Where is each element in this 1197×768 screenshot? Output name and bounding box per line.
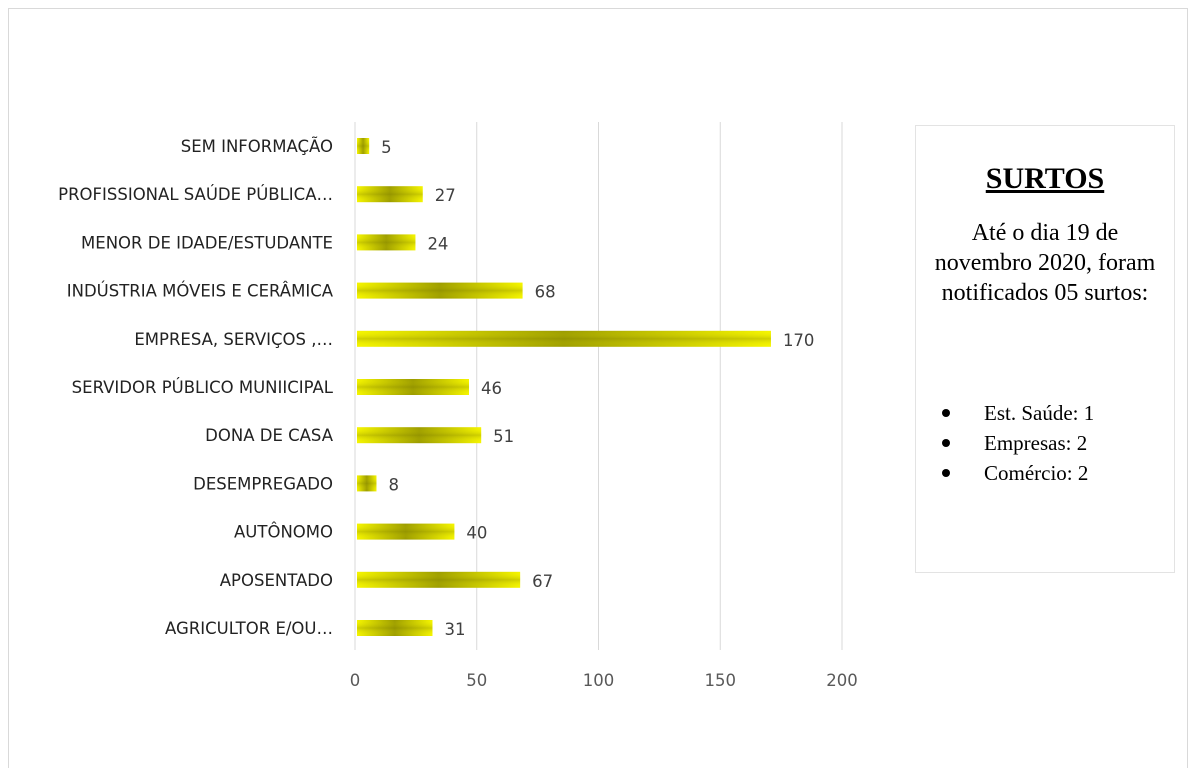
x-tick-label: 50 bbox=[466, 671, 487, 690]
surtos-item: Comércio: 2 bbox=[938, 458, 1094, 488]
category-label: INDÚSTRIA MÓVEIS E CERÂMICA bbox=[67, 282, 334, 301]
bar-shade bbox=[357, 620, 433, 636]
category-label: SERVIDOR PÚBLICO MUNIICIPAL bbox=[72, 378, 334, 397]
category-label: APOSENTADO bbox=[220, 571, 333, 590]
x-tick-label: 200 bbox=[826, 671, 858, 690]
data-label: 40 bbox=[466, 524, 487, 543]
data-label: 170 bbox=[783, 331, 815, 350]
x-tick-label: 150 bbox=[705, 671, 737, 690]
bullet-icon bbox=[942, 469, 950, 477]
surtos-panel: SURTOS Até o dia 19 de novembro 2020, fo… bbox=[915, 125, 1175, 573]
surtos-item: Empresas: 2 bbox=[938, 428, 1094, 458]
bar-shade bbox=[357, 571, 521, 588]
bar-shade bbox=[357, 282, 523, 299]
category-label: EMPRESA, SERVIÇOS ,… bbox=[134, 330, 333, 349]
category-label: DONA DE CASA bbox=[205, 426, 334, 445]
category-label: MENOR DE IDADE/ESTUDANTE bbox=[81, 233, 333, 252]
data-label: 51 bbox=[493, 427, 514, 446]
data-label: 68 bbox=[535, 283, 556, 302]
surtos-title: SURTOS bbox=[985, 162, 1105, 195]
data-label: 31 bbox=[444, 620, 465, 639]
category-label: SEM INFORMAÇÃO bbox=[181, 137, 333, 156]
surtos-list: Est. Saúde: 1 Empresas: 2 Comércio: 2 bbox=[938, 398, 1094, 488]
category-label: AGRICULTOR E/OU… bbox=[165, 619, 333, 638]
bar-shade bbox=[357, 475, 377, 492]
category-label: DESEMPREGADO bbox=[193, 474, 333, 493]
bar-shade bbox=[357, 186, 423, 203]
data-label: 27 bbox=[435, 186, 456, 205]
bar-shade bbox=[357, 234, 416, 251]
chart-frame bbox=[8, 8, 1188, 768]
surtos-item: Est. Saúde: 1 bbox=[938, 398, 1094, 428]
category-label: PROFISSIONAL SAÚDE PÚBLICA… bbox=[58, 185, 333, 204]
bar-shade bbox=[357, 427, 482, 444]
bullet-icon bbox=[942, 409, 950, 417]
data-label: 8 bbox=[388, 475, 399, 494]
data-label: 5 bbox=[381, 138, 392, 157]
x-tick-label: 0 bbox=[350, 671, 361, 690]
category-label: AUTÔNOMO bbox=[234, 523, 333, 542]
surtos-description: Até o dia 19 de novembro 2020, foram not… bbox=[934, 220, 1156, 306]
data-label: 67 bbox=[532, 572, 553, 591]
x-tick-label: 100 bbox=[583, 671, 615, 690]
bar-shade bbox=[357, 523, 455, 540]
bar-shade bbox=[357, 379, 470, 395]
bar-shade bbox=[357, 330, 771, 347]
bar-shade bbox=[357, 138, 370, 154]
data-label: 24 bbox=[427, 234, 448, 253]
bullet-icon bbox=[942, 439, 950, 447]
data-label: 46 bbox=[481, 379, 502, 398]
